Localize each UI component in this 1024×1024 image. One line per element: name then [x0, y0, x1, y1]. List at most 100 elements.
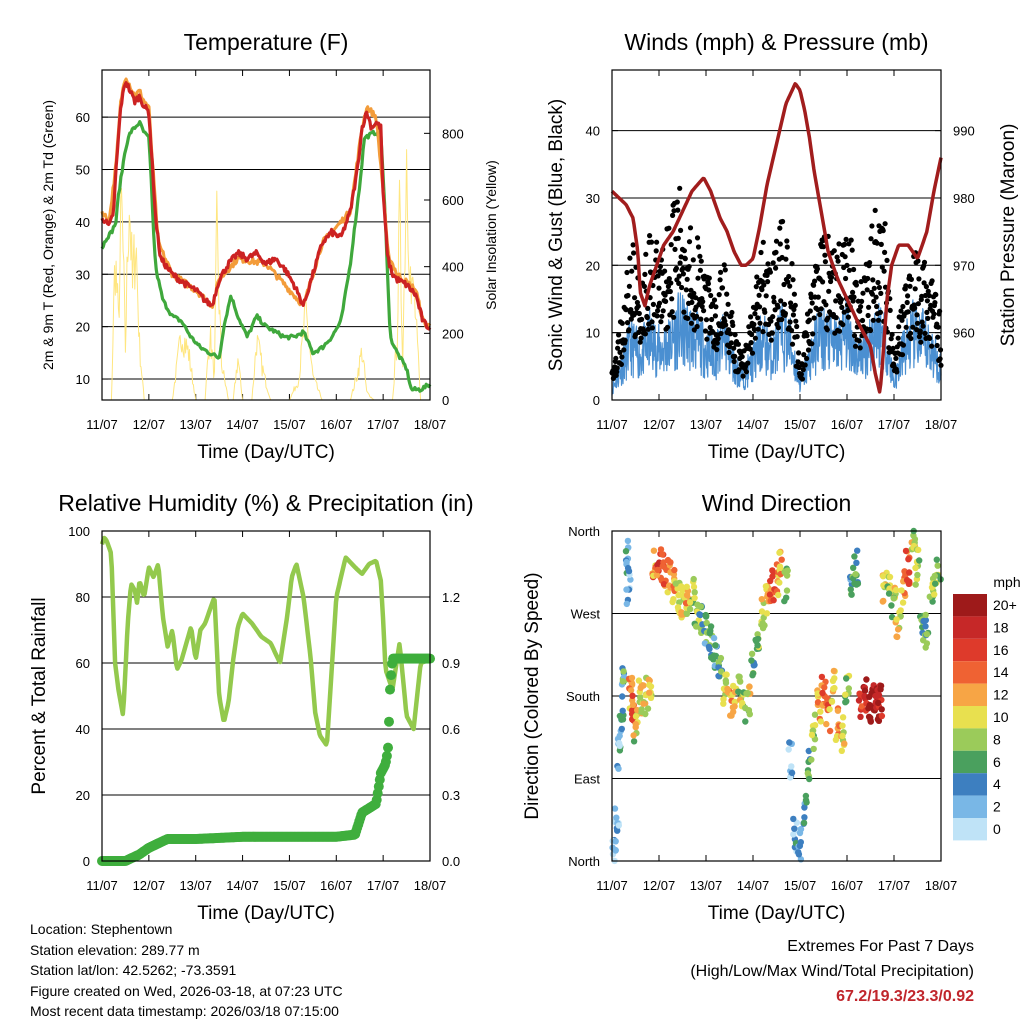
wdir-ytick-label: East	[574, 772, 600, 787]
wind-ytick-label: 0	[593, 393, 600, 408]
gust-point	[731, 358, 737, 365]
speed-legend-swatch	[953, 706, 987, 729]
rh-ytick-right-label: 0.9	[442, 656, 460, 671]
gust-point	[907, 283, 913, 289]
gust-point	[922, 330, 928, 336]
gust-point	[770, 314, 776, 320]
gust-point	[857, 345, 863, 351]
direction-point	[781, 568, 788, 576]
direction-point	[823, 720, 830, 728]
gust-point	[676, 280, 682, 286]
wdir-xlabel: Time (Day/UTC)	[708, 903, 846, 924]
gust-point	[833, 315, 839, 321]
direction-point	[785, 746, 792, 753]
gust-point	[842, 254, 848, 260]
direction-point	[776, 579, 783, 586]
gust-point	[695, 275, 701, 281]
gust-point	[758, 249, 764, 256]
gust-point	[638, 335, 644, 341]
gust-point	[736, 367, 742, 373]
gust-point	[888, 336, 894, 342]
gust-point	[683, 287, 689, 293]
gust-point	[761, 282, 767, 288]
gust-point	[924, 309, 930, 315]
temp-ytick-label: 30	[76, 267, 90, 282]
rh-ytick-label: 0	[83, 854, 90, 869]
direction-point	[854, 547, 861, 554]
direction-point	[722, 677, 729, 684]
gust-point	[809, 341, 815, 347]
gust-point	[787, 283, 793, 289]
gust-point	[654, 313, 660, 319]
direction-point	[623, 586, 630, 593]
direction-point	[702, 611, 709, 619]
direction-point	[615, 822, 622, 829]
direction-point	[790, 831, 797, 838]
gust-point	[643, 251, 649, 257]
gust-point	[627, 255, 633, 261]
gust-point	[927, 335, 933, 341]
gust-point	[869, 223, 875, 229]
gust-point	[874, 303, 880, 310]
direction-point	[613, 814, 620, 821]
gust-point	[820, 279, 826, 285]
direction-point	[647, 694, 655, 701]
gust-point	[760, 329, 766, 335]
gust-point	[631, 250, 637, 256]
gust-point	[677, 185, 683, 191]
direction-point	[705, 643, 713, 650]
direction-point	[697, 611, 704, 619]
gust-point	[717, 277, 723, 283]
gust-point	[859, 317, 866, 324]
gust-point	[723, 322, 729, 328]
gust-point	[915, 301, 922, 307]
gust-point	[935, 334, 941, 340]
rh-ytick-label: 80	[76, 590, 90, 605]
speed-legend-label: 16	[993, 642, 1009, 658]
direction-point	[931, 591, 938, 598]
gust-point	[873, 294, 879, 300]
direction-point	[828, 698, 836, 705]
wdir-xtick-label: 18/07	[925, 878, 958, 893]
gust-point	[671, 314, 677, 320]
gust-point	[849, 247, 855, 253]
direction-point	[615, 765, 622, 772]
direction-point	[754, 642, 761, 649]
gust-point	[700, 299, 706, 305]
gust-point	[835, 258, 841, 264]
rh-xtick-label: 13/07	[179, 878, 212, 893]
gust-point	[727, 331, 734, 337]
direction-point	[903, 576, 911, 584]
direction-point	[915, 546, 922, 554]
speed-legend-swatch	[953, 795, 987, 818]
gust-point	[768, 318, 774, 324]
gust-point	[798, 371, 805, 377]
gust-point	[715, 336, 721, 342]
gust-point	[856, 338, 862, 344]
wdir-ylabel: Direction (Colored By Speed)	[522, 572, 543, 819]
gust-point	[653, 248, 659, 254]
gust-point	[922, 292, 929, 299]
gust-point	[746, 324, 752, 330]
gust-point	[905, 293, 911, 299]
direction-point	[878, 706, 885, 713]
speed-legend-swatch	[953, 773, 987, 796]
temp-2m-line	[100, 81, 432, 331]
direction-point	[898, 587, 905, 594]
speed-legend-label: 10	[993, 709, 1009, 725]
gust-point	[917, 328, 923, 334]
gust-point	[752, 311, 758, 317]
direction-point	[914, 571, 921, 579]
wdir-ytick-label: North	[568, 854, 600, 869]
direction-point	[683, 610, 691, 617]
precip-points	[97, 653, 435, 866]
direction-point	[867, 714, 874, 721]
wind-ylabel: Sonic Wind & Gust (Blue, Black)	[546, 99, 567, 371]
gust-point	[822, 259, 829, 265]
wind-xtick-label: 13/07	[690, 417, 723, 432]
gust-point	[845, 314, 852, 320]
wind-ytick-label: 30	[586, 191, 600, 206]
gust-point	[701, 308, 707, 314]
gust-point	[614, 365, 620, 371]
